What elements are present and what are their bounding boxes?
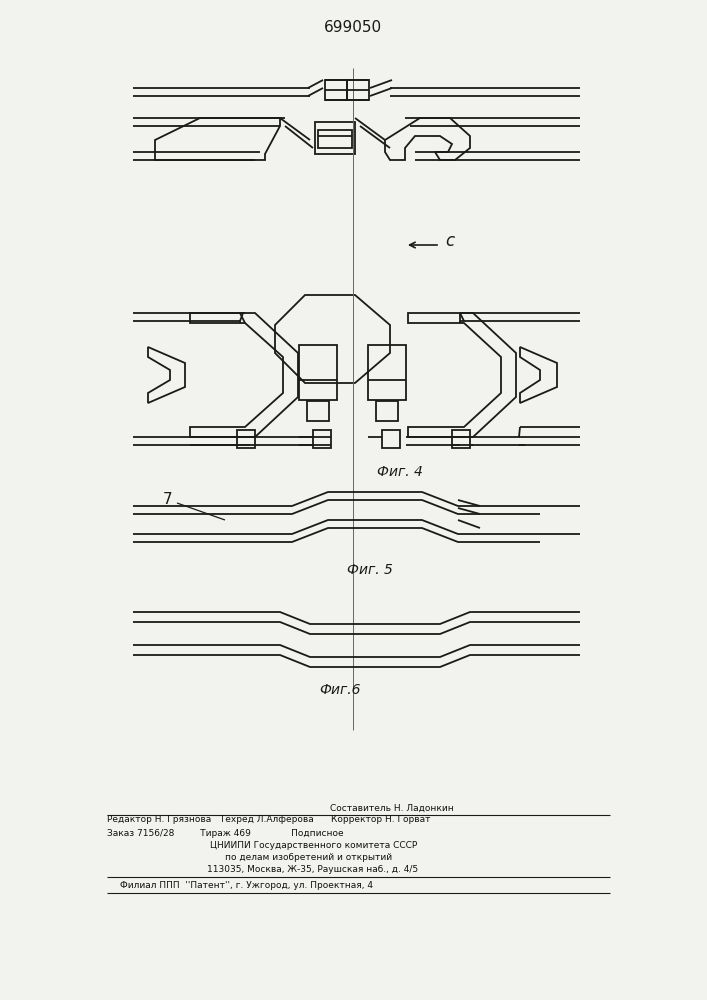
- Text: Фиг. 4: Фиг. 4: [377, 465, 423, 479]
- Text: 699050: 699050: [324, 19, 382, 34]
- Text: Редактор Н. Грязнова   Техред Л.Алферова      Корректор Н. Горват: Редактор Н. Грязнова Техред Л.Алферова К…: [107, 816, 431, 824]
- Bar: [299, 345, 337, 400]
- Text: ЦНИИПИ Государственного комитета СССР: ЦНИИПИ Государственного комитета СССР: [210, 840, 417, 850]
- Bar: [376, 401, 398, 421]
- Bar: [318, 130, 352, 148]
- Bar: [452, 430, 470, 448]
- Text: c: c: [445, 232, 454, 250]
- Text: Фиг.6: Фиг.6: [320, 683, 361, 697]
- Text: Заказ 7156/28         Тираж 469              Подписное: Заказ 7156/28 Тираж 469 Подписное: [107, 828, 344, 838]
- Text: 113035, Москва, Ж-35, Раушская наб., д. 4/5: 113035, Москва, Ж-35, Раушская наб., д. …: [207, 864, 418, 874]
- Bar: [382, 430, 400, 448]
- Text: 7: 7: [163, 492, 173, 508]
- Text: Филиал ППП  ''Патент'', г. Ужгород, ул. Проектная, 4: Филиал ППП ''Патент'', г. Ужгород, ул. П…: [120, 882, 373, 890]
- Bar: [325, 80, 347, 100]
- Text: по делам изобретений и открытий: по делам изобретений и открытий: [225, 852, 392, 861]
- Bar: [237, 430, 255, 448]
- Bar: [315, 122, 355, 154]
- Bar: [347, 80, 369, 100]
- Text: Фиг. 5: Фиг. 5: [347, 563, 393, 577]
- Bar: [313, 430, 331, 448]
- Text: Составитель Н. Ладонкин: Составитель Н. Ладонкин: [330, 804, 454, 812]
- Bar: [307, 401, 329, 421]
- Bar: [368, 345, 406, 400]
